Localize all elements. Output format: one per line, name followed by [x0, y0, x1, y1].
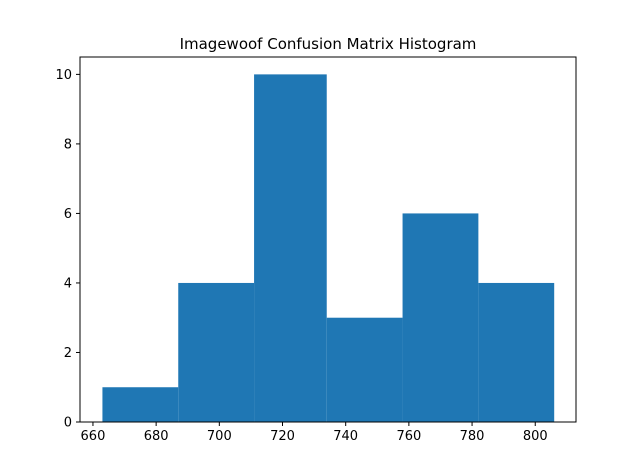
y-tick-label: 8	[64, 137, 72, 152]
histogram-bar-4	[402, 213, 479, 422]
x-tick-label: 680	[144, 429, 169, 444]
chart-title: Imagewoof Confusion Matrix Histogram	[180, 35, 477, 53]
bars-group	[102, 74, 555, 422]
histogram-bar-1	[178, 282, 255, 422]
y-tick-label: 0	[64, 416, 72, 431]
plot-frame	[79, 56, 577, 423]
y-tick-label: 10	[55, 68, 72, 83]
histogram-bar-5	[478, 282, 555, 422]
x-tick-label: 780	[460, 429, 485, 444]
x-tick-label: 660	[81, 429, 106, 444]
histogram-bar-0	[102, 387, 179, 422]
x-tick-label: 740	[333, 429, 358, 444]
y-tick-label: 6	[64, 207, 72, 222]
x-axis: 660 680 700 720 740 760 780 800	[81, 422, 548, 444]
histogram-bar-2	[254, 74, 327, 422]
y-tick-label: 4	[64, 276, 72, 291]
y-tick-label: 2	[64, 346, 72, 361]
x-tick-label: 800	[523, 429, 548, 444]
x-tick-label: 700	[207, 429, 232, 444]
histogram-bar-3	[326, 317, 403, 422]
y-axis: 0 2 4 6 8 10	[55, 68, 80, 431]
x-tick-label: 760	[396, 429, 421, 444]
x-tick-label: 720	[270, 429, 295, 444]
